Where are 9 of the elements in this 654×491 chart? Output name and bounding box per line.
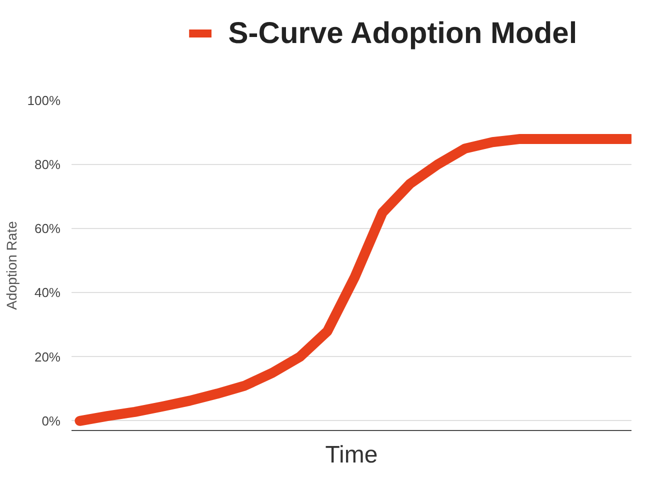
y-tick-label: 80% <box>34 157 61 172</box>
y-tick-label: 0% <box>42 413 61 428</box>
legend-label: S-Curve Adoption Model <box>228 17 578 50</box>
y-tick-label: 40% <box>34 285 61 300</box>
y-tick-label: 20% <box>34 349 61 364</box>
y-axis-title: Adoption Rate <box>3 220 20 310</box>
y-tick-label: 100% <box>27 93 61 108</box>
y-tick-label: 60% <box>34 221 61 236</box>
x-axis-title: Time <box>325 442 378 468</box>
